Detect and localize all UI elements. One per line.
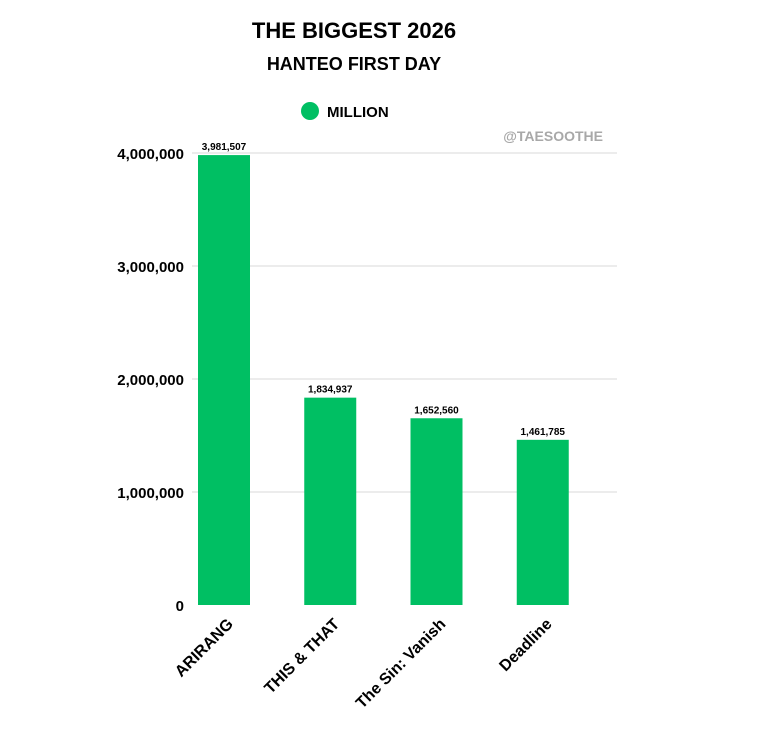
data-label: 3,981,507 (202, 142, 247, 153)
x-axis: ARIRANG THIS & THAT The Sin: Vanish Deadlin… (172, 616, 556, 712)
data-label: 1,461,785 (521, 427, 566, 438)
x-tick-label: Deadline (496, 616, 555, 675)
data-label: 1,834,937 (308, 385, 353, 396)
bar-3 (410, 418, 463, 605)
legend-swatch (301, 102, 319, 120)
watermark: @TAESOOTHE (503, 128, 603, 144)
data-labels: 3,981,507 1,834,937 1,652,560 1,461,785 (202, 142, 566, 438)
data-label: 1,652,560 (414, 405, 459, 416)
bars (198, 155, 569, 605)
bar-2 (304, 397, 357, 605)
y-tick-label: 2,000,000 (117, 372, 184, 389)
x-tick-label: ARIRANG (172, 616, 237, 681)
y-axis: 0 1,000,000 2,000,000 3,000,000 4,000,000 (117, 146, 184, 615)
chart-title: THE BIGGEST 2026 (252, 18, 456, 43)
legend-label: MILLION (327, 104, 389, 121)
chart-subtitle: HANTEO FIRST DAY (267, 54, 441, 74)
y-tick-label: 3,000,000 (117, 259, 184, 276)
y-tick-label: 4,000,000 (117, 146, 184, 163)
y-tick-label: 0 (176, 598, 184, 615)
y-tick-label: 1,000,000 (117, 485, 184, 502)
bar-1 (198, 155, 250, 605)
x-tick-label: THIS & THAT (262, 616, 344, 698)
bar-4 (516, 439, 569, 605)
x-tick-label: The Sin: Vanish (353, 616, 449, 712)
